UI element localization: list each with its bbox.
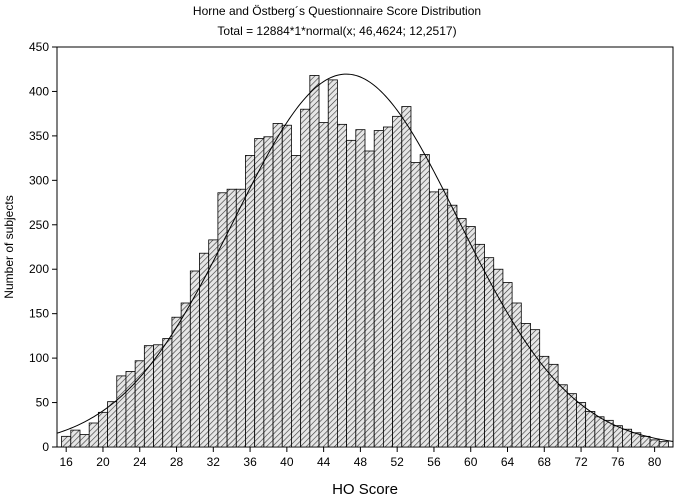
histogram-bar [217, 192, 228, 448]
chart-title: Horne and Östberg´s Questionnaire Score … [193, 4, 481, 18]
histogram-bar [401, 106, 412, 448]
histogram-bar [566, 393, 577, 448]
histogram-bar [337, 123, 348, 448]
y-tick-label: 250 [29, 218, 49, 232]
histogram-bar [70, 429, 81, 448]
histogram-bar [189, 270, 200, 448]
histogram-bar [97, 411, 108, 448]
histogram-bar [254, 138, 265, 448]
histogram-bar [594, 416, 605, 448]
histogram-bar [180, 302, 191, 448]
histogram-bar [447, 204, 458, 448]
x-tick-label: 76 [611, 455, 625, 469]
histogram-bar [153, 344, 164, 448]
histogram-bar [346, 139, 357, 448]
histogram-bar [631, 432, 642, 448]
y-tick-label: 100 [29, 351, 49, 365]
histogram-bar [162, 338, 173, 448]
y-tick-label: 450 [29, 40, 49, 54]
histogram-bar [263, 136, 274, 448]
histogram-bar [272, 123, 283, 448]
histogram-bar [143, 345, 154, 448]
x-tick-label: 64 [501, 455, 515, 469]
histogram-bar [61, 435, 72, 448]
histogram-bar [364, 150, 375, 448]
histogram-bar [107, 401, 118, 448]
histogram-bar [291, 155, 302, 448]
x-tick-label: 80 [648, 455, 662, 469]
x-axis-label: HO Score [332, 481, 398, 498]
histogram-bar [125, 371, 136, 448]
histogram-bar [410, 162, 421, 448]
histogram-bar [373, 130, 384, 448]
histogram-bar [419, 154, 430, 448]
histogram-bar [539, 355, 550, 448]
histogram-bar [493, 268, 504, 448]
histogram-bar [392, 115, 403, 448]
y-axis: 0 50 100 150 200 250 300 350 400 450 [29, 40, 57, 454]
x-tick-label: 60 [464, 455, 478, 469]
histogram-bar [612, 425, 623, 448]
histogram-bar [658, 441, 669, 448]
histogram-bar [199, 252, 210, 448]
histogram-bar [235, 188, 246, 448]
x-tick-label: 16 [60, 455, 74, 469]
histogram-bar [428, 191, 439, 448]
x-tick-label: 32 [207, 455, 221, 469]
histogram-bar [465, 226, 476, 448]
histogram-bar [557, 384, 568, 448]
histogram-bar [382, 126, 393, 448]
histogram-bar [456, 218, 467, 448]
histogram-bar [281, 124, 292, 448]
histogram-bar [474, 243, 485, 448]
x-tick-label: 24 [133, 455, 147, 469]
histogram-bar [318, 122, 329, 448]
histogram-bar [548, 363, 559, 448]
histogram-bar [245, 155, 256, 448]
y-tick-label: 350 [29, 129, 49, 143]
histogram-bar [116, 375, 127, 448]
x-tick-label: 68 [538, 455, 552, 469]
y-tick-label: 50 [36, 396, 50, 410]
histogram-bar [585, 411, 596, 448]
histogram-bar [355, 129, 366, 448]
histogram-bar [576, 402, 587, 448]
histogram-bar [79, 434, 90, 448]
x-tick-label: 36 [243, 455, 257, 469]
y-tick-label: 300 [29, 173, 49, 187]
histogram-bar [88, 422, 99, 448]
bars-group [61, 75, 669, 448]
histogram-bar [309, 75, 320, 448]
x-tick-label: 20 [96, 455, 110, 469]
x-tick-label: 52 [390, 455, 404, 469]
y-tick-label: 0 [42, 440, 49, 454]
y-tick-label: 200 [29, 262, 49, 276]
x-tick-label: 44 [317, 455, 331, 469]
x-tick-label: 48 [354, 455, 368, 469]
histogram-bar [226, 188, 237, 448]
y-tick-label: 150 [29, 307, 49, 321]
x-tick-label: 56 [427, 455, 441, 469]
histogram-bar [300, 108, 311, 448]
x-tick-label: 28 [170, 455, 184, 469]
histogram-bar [438, 188, 449, 448]
x-tick-label: 40 [280, 455, 294, 469]
normal-fit-curve [56, 73, 674, 442]
histogram-bar [327, 79, 338, 448]
chart-subtitle: Total = 12884*1*normal(x; 46,4624; 12,25… [217, 24, 456, 38]
x-tick-label: 72 [574, 455, 588, 469]
y-axis-label: Number of subjects [2, 195, 16, 298]
histogram-bar [171, 316, 182, 448]
y-tick-label: 400 [29, 84, 49, 98]
histogram-bar [511, 302, 522, 448]
histogram-bar [208, 239, 219, 448]
x-axis: 16 20 24 28 32 36 40 44 48 52 56 60 64 68 72 76 80 [60, 447, 662, 469]
histogram-bar [649, 439, 660, 448]
histogram-bar [530, 329, 541, 448]
histogram-bar [640, 435, 651, 448]
